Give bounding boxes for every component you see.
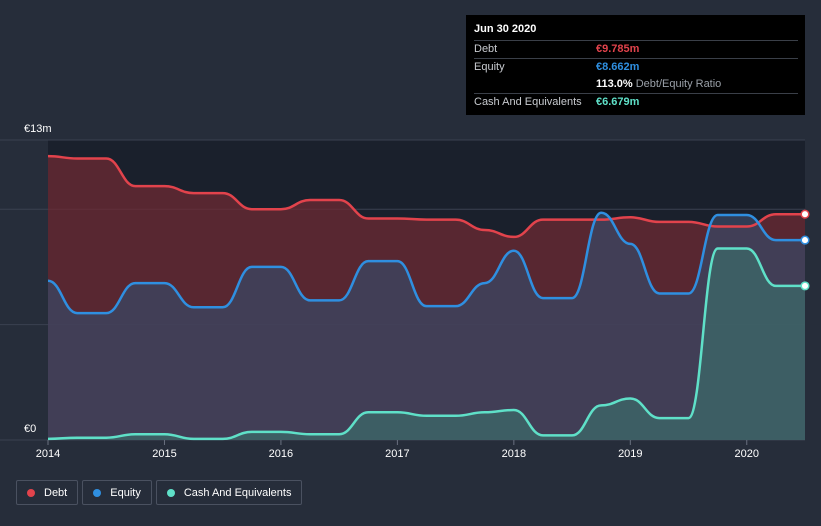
x-tick-label-2020: 2020 [735,448,759,460]
axes: €13m €0 2014 2015 2016 2017 2018 2019 2020 [24,123,759,460]
tooltip-ratio-value: 113.0% [596,78,633,90]
x-tick-label-2015: 2015 [152,448,176,460]
equity-endpoint [800,235,810,245]
tooltip-row-ratio: 113.0% Debt/Equity Ratio [474,76,798,93]
legend-cash-dot [166,488,175,497]
legend-debt-dot [27,488,35,497]
series-endpoints [800,209,810,291]
tooltip-cash-label: Cash And Equivalents [474,96,582,108]
tooltip-date: Jun 30 2020 [474,23,537,35]
tooltip-row-cash: Cash And Equivalents €6.679m [474,93,798,111]
tooltip-debt-label: Debt [474,43,498,55]
legend-item-cash[interactable]: Cash And Equivalents [155,480,303,505]
y-axis-top-label: €13m [24,123,52,135]
cash-line [47,247,805,441]
x-tick-label-2014: 2014 [36,448,60,460]
legend-cash-label: Cash And Equivalents [183,486,292,499]
debt-line [47,154,805,239]
cash-area [48,248,805,440]
tooltip-equity-value: €8.662m [596,61,640,73]
equity-line [47,211,805,315]
tooltip-debt-value: €9.785m [596,43,640,55]
debt-endpoint [800,209,810,219]
equity-area [48,212,805,440]
tooltip-row-equity: Equity €8.662m [474,58,798,76]
x-tick-label-2016: 2016 [269,448,293,460]
tooltip-row-debt: Debt €9.785m [474,40,798,58]
x-tick-label-2019: 2019 [618,448,642,460]
cash-endpoint [800,281,810,291]
x-tick-label-2017: 2017 [385,448,409,460]
y-axis-bottom-label: €0 [24,423,36,435]
legend-item-equity[interactable]: Equity [82,480,152,505]
series-lines [47,154,805,441]
x-tick-label-2018: 2018 [502,448,526,460]
tooltip-ratio: 113.0% Debt/Equity Ratio [596,76,721,93]
legend-equity-label: Equity [110,486,141,499]
legend-item-debt[interactable]: Debt [16,480,79,505]
tooltip-equity-label: Equity [474,61,505,73]
legend-debt-label: Debt [44,486,68,499]
data-tooltip: Jun 30 2020 Debt €9.785m Equity €8.662m … [466,15,805,115]
tooltip-ratio-label: Debt/Equity Ratio [635,78,722,90]
tooltip-cash-value: €6.679m [596,96,640,108]
chart-legend: Debt Equity Cash And Equivalents [16,480,303,507]
legend-equity-dot [93,488,102,497]
